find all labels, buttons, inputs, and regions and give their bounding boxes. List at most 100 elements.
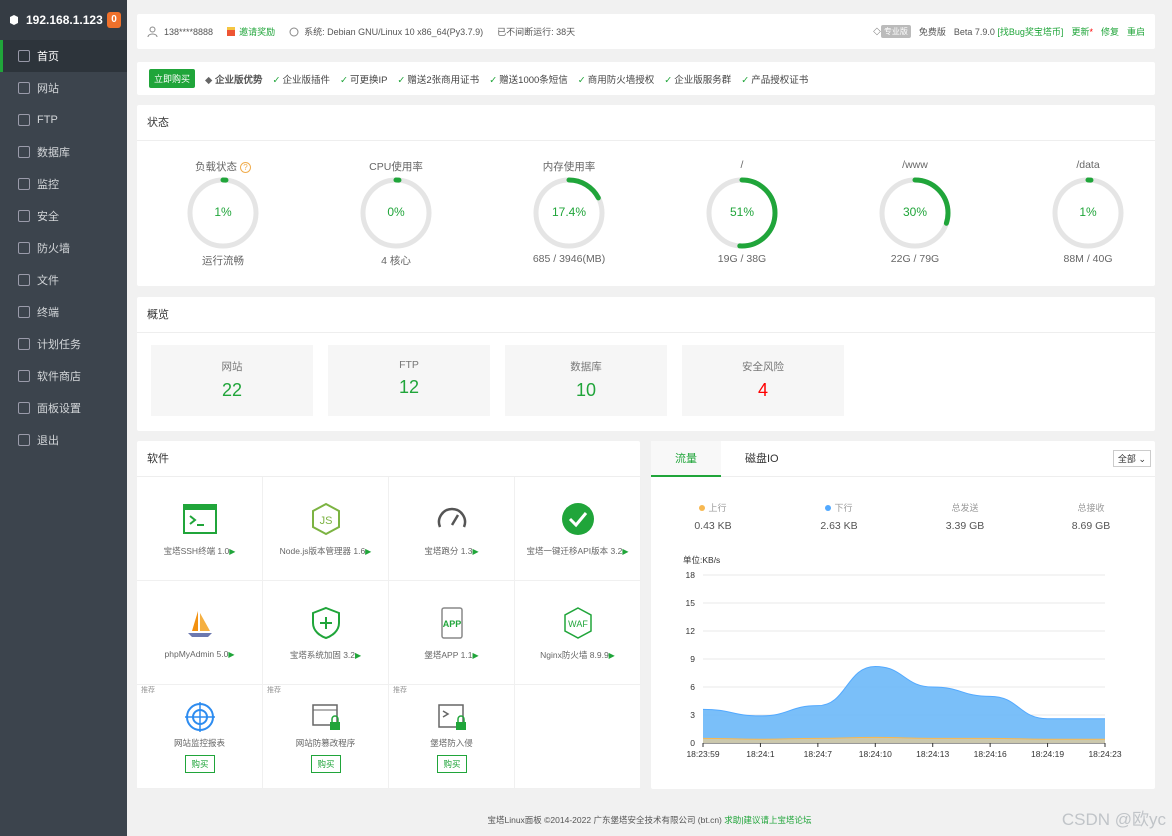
- ftp-icon: [18, 114, 30, 126]
- y-tick-label: 12: [686, 626, 696, 636]
- traffic-stat-label: 总发送: [915, 501, 1015, 514]
- play-icon: ▶: [608, 651, 615, 660]
- overview-value: 4: [757, 380, 768, 400]
- sidebar-item-12[interactable]: 退出: [0, 424, 127, 456]
- sidebar-item-7[interactable]: 文件: [0, 264, 127, 296]
- sidebar-item-3[interactable]: 数据库: [0, 136, 127, 168]
- enterprise-promo-bar: 立即购买 ◆ 企业版优势 ✓ 企业版插件 ✓ 可更换IP ✓ 赠送2张商用证书 ✓ 赠送100…: [137, 62, 1155, 95]
- repair-link[interactable]: 修复: [1100, 27, 1119, 37]
- gauge-title: 负载状态?: [143, 159, 303, 174]
- gauge-title: 内存使用率: [489, 159, 649, 174]
- play-icon: ▶: [229, 547, 236, 556]
- gear-icon: [18, 402, 30, 414]
- software-item[interactable]: 宝塔跑分 1.3▶: [389, 477, 515, 581]
- user-account[interactable]: 138****8888: [164, 26, 214, 37]
- gauge-value: 51%: [729, 205, 755, 219]
- user-icon: [147, 26, 158, 37]
- overview-card[interactable]: 数据库 10: [505, 345, 667, 416]
- software-item[interactable]: phpMyAdmin 5.0▶: [137, 581, 263, 685]
- apps-icon: [18, 370, 30, 382]
- software-item[interactable]: 宝塔SSH终端 1.0▶: [137, 477, 263, 581]
- promo-feature: ✓ 商用防火墙授权: [578, 72, 654, 86]
- recommend-tag: 推荐: [267, 687, 281, 694]
- help-icon[interactable]: ?: [240, 162, 251, 173]
- network-select[interactable]: 全部 ⌄: [1112, 450, 1151, 467]
- tab-disk-io[interactable]: 磁盘IO: [745, 452, 779, 465]
- overview-card[interactable]: 安全风险 4: [682, 345, 844, 416]
- sidebar-item-0[interactable]: 首页: [0, 40, 127, 72]
- gauge-title: /: [662, 159, 822, 171]
- sidebar-item-1[interactable]: 网站: [0, 72, 127, 104]
- bug-bounty-link[interactable]: [找Bug奖宝塔币]: [997, 27, 1064, 37]
- sidebar-header[interactable]: 192.168.1.123 0: [0, 0, 127, 40]
- server-ip: 192.168.1.123: [26, 13, 103, 27]
- play-icon: ▶: [472, 547, 479, 556]
- sidebar-item-label: 监控: [37, 179, 59, 191]
- software-item[interactable]: 宝塔系统加固 3.2▶: [263, 581, 389, 685]
- target-icon: [184, 701, 216, 733]
- traffic-panel: 流量 磁盘IO 全部 ⌄ 上行 0.43 KB 下行 2.63 KB 总发送 3.39 G…: [651, 440, 1155, 789]
- sidebar-item-label: 数据库: [37, 147, 70, 159]
- update-link[interactable]: 更新: [1071, 27, 1090, 37]
- buy-now-button[interactable]: 立即购买: [149, 69, 196, 88]
- promo-feature-label: 可更换IP: [349, 74, 388, 86]
- x-tick-label: 18:24:16: [974, 749, 1007, 759]
- software-name-text: 堡塔APP 1.1: [424, 650, 473, 660]
- sidebar-item-6[interactable]: 防火墙: [0, 232, 127, 264]
- overview-title: 概览: [137, 297, 1155, 333]
- traffic-stat-value: 2.63 KB: [820, 520, 858, 532]
- gauge-fill: [706, 177, 778, 249]
- x-tick-label: 18:24:1: [746, 749, 775, 759]
- check-icon: ✓: [741, 74, 750, 86]
- diamond-icon: ◆: [205, 74, 213, 86]
- forum-link[interactable]: 求助|建议请上宝塔论坛: [724, 815, 812, 825]
- overview-label: 网站: [221, 361, 243, 373]
- y-tick-label: 15: [686, 598, 696, 608]
- gauge-ring: [1052, 177, 1124, 249]
- play-icon: ▶: [355, 651, 362, 660]
- sidebar-item-2[interactable]: FTP: [0, 104, 127, 136]
- calendar-icon: [18, 338, 30, 350]
- gauge-ring: [533, 177, 605, 249]
- traffic-stat-label: 上行: [663, 501, 763, 514]
- overview-card[interactable]: 网站 22: [151, 345, 313, 416]
- buy-button[interactable]: 购买: [185, 755, 215, 773]
- pro-edition-tag[interactable]: 专业版: [880, 25, 911, 38]
- sidebar-item-8[interactable]: 终端: [0, 296, 127, 328]
- sidebar-item-5[interactable]: 安全: [0, 200, 127, 232]
- buy-button[interactable]: 购买: [311, 755, 341, 773]
- sidebar-item-9[interactable]: 计划任务: [0, 328, 127, 360]
- sidebar-item-10[interactable]: 软件商店: [0, 360, 127, 392]
- terminal-icon: [18, 306, 30, 318]
- software-item[interactable]: APP 堡塔APP 1.1▶: [389, 581, 515, 685]
- series-line-download: [702, 665, 1105, 720]
- software-name-text: 宝塔SSH终端 1.0: [163, 546, 230, 556]
- x-tick-label: 18:24:10: [859, 749, 892, 759]
- restart-link[interactable]: 重启: [1126, 27, 1145, 37]
- sidebar-item-4[interactable]: 监控: [0, 168, 127, 200]
- check-icon: ✓: [272, 74, 281, 86]
- software-item[interactable]: WAF Nginx防火墙 8.9.9▶: [515, 581, 641, 685]
- app-icon: APP: [434, 605, 470, 641]
- x-tick-label: 18:24:19: [1031, 749, 1064, 759]
- invite-reward-link[interactable]: 邀请奖励: [239, 27, 276, 37]
- gauge-title-text: /www: [902, 159, 928, 171]
- sidebar-item-label: 文件: [37, 275, 59, 287]
- software-name-text: Node.js版本管理器 1.6: [279, 546, 366, 556]
- tab-traffic[interactable]: 流量: [651, 440, 721, 477]
- software-item[interactable]: JS Node.js版本管理器 1.6▶: [263, 477, 389, 581]
- watermark: CSDN @欧yc: [1061, 810, 1166, 829]
- software-name: 网站监控报表: [173, 738, 225, 748]
- buy-button[interactable]: 购买: [437, 755, 467, 773]
- traffic-stat: 下行 2.63 KB: [789, 501, 889, 532]
- series-line-upload: [702, 736, 1105, 740]
- sidebar-item-11[interactable]: 面板设置: [0, 392, 127, 424]
- software-item[interactable]: 宝塔一键迁移API版本 3.2▶: [515, 477, 641, 581]
- gauge-title-text: CPU使用率: [369, 161, 423, 173]
- gauge-title: /data: [1008, 159, 1168, 171]
- overview-card[interactable]: FTP 12: [328, 345, 490, 416]
- network-select-value: 全部: [1117, 454, 1136, 464]
- message-badge[interactable]: 0: [107, 12, 121, 28]
- diamond-icon: ◇: [873, 26, 881, 37]
- top-info-bar: 138****8888 邀请奖励 系统: Debian GNU/Linux 10…: [137, 14, 1155, 49]
